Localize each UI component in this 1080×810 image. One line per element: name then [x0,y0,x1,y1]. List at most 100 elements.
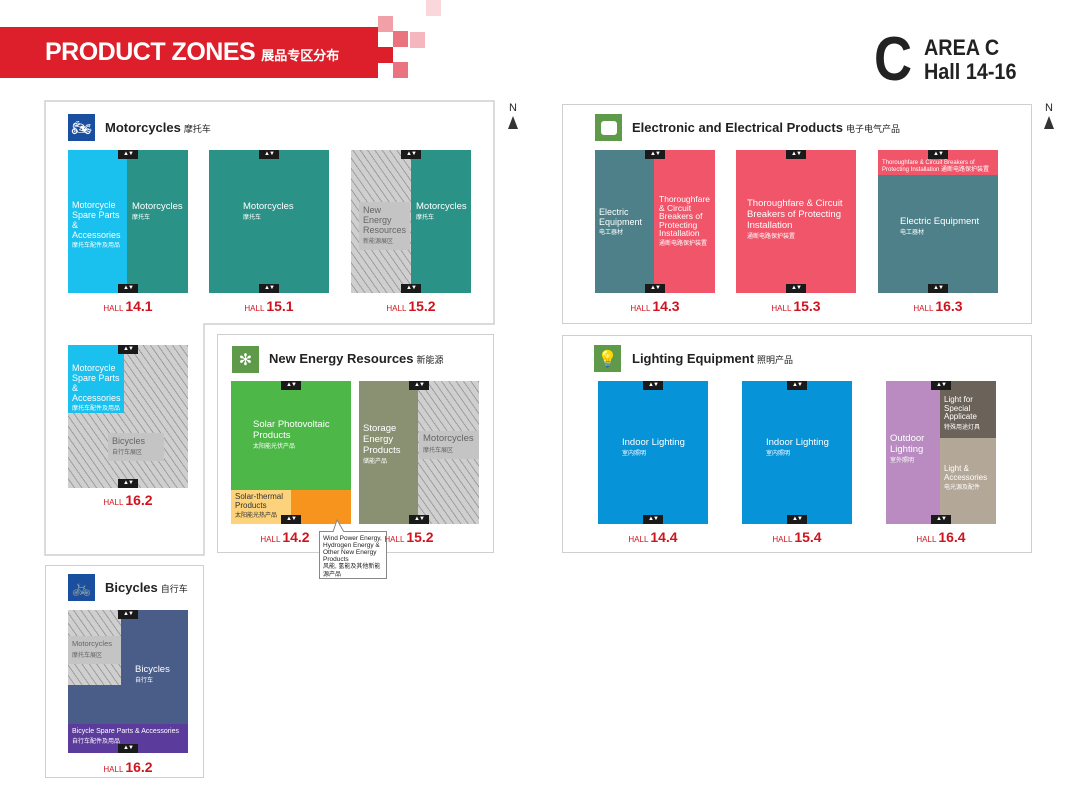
north-arrow-icon: N [506,102,520,129]
zone-bicycles: Bicycles 自行车展区 [108,433,164,461]
area-info: AREA C Hall 14-16 [924,36,1016,84]
decor-square [410,32,425,48]
hall-label: HALL 14.4 [628,529,678,545]
title-cn: 展品专区分布 [261,48,340,63]
zone-indoor-lighting: Indoor Lighting 室内照明 [766,437,829,458]
decor-square [426,0,441,16]
north-arrow-icon: N [1042,102,1056,129]
entrance-arrows-icon: ▲▼ [931,381,951,390]
zone-motorcycles: Motorcycles 摩托车展区 [419,431,479,459]
hall-label: HALL 16.3 [913,298,963,314]
zone-special-lights: Light for Special Applicate 特殊用途灯具 [940,381,996,438]
title-en: Bicycles [105,580,158,595]
hall-label: HALL 15.1 [244,298,294,314]
hall-label: HALL 16.4 [916,529,966,545]
entrance-arrows-icon: ▲▼ [118,345,138,354]
decor-square [378,47,393,63]
hall-14-3[interactable]: Electric Equipment 电工器材 Thoroughfare & Ci… [595,150,715,293]
title-cn: 电子电气产品 [845,124,900,134]
hall-16-3[interactable]: Thoroughfare & Circuit Breakers of Prote… [878,150,998,293]
section-title-electrical: Electronic and Electrical Products 电子电气产品 [632,120,900,135]
power-socket-icon [595,114,622,141]
hall-label: HALL 15.2 [384,529,434,545]
entrance-arrows-icon: ▲▼ [409,381,429,390]
entrance-arrows-icon: ▲▼ [643,381,663,390]
zone-storage-energy: Storage Energy Products 储能产品 [359,381,418,524]
decor-square [378,16,393,32]
page-title: PRODUCT ZONES 展品专区分布 [45,38,339,67]
hall-15-2-energy[interactable]: Storage Energy Products 储能产品 Motorcycles 摩… [359,381,479,524]
zone-motorcycles: Motorcycles 摩托车 [132,201,183,222]
zone-motorcycles: Motorcycles 摩托车 [243,201,294,222]
title-en: New Energy Resources [269,351,414,366]
entrance-arrows-icon: ▲▼ [118,610,138,619]
zone-electric-equipment: Electric Equipment 电工器材 [900,216,980,237]
entrance-arrows-icon: ▲▼ [928,150,948,159]
hall-label: HALL 16.2 [103,759,153,775]
title-cn: 新能源 [416,355,444,365]
header-banner [0,27,378,78]
hall-14-4[interactable]: Indoor Lighting 室内照明 [598,381,708,524]
wind-solar-icon: ✻ [232,346,259,373]
zone-bicycles: Bicycles 自行车 [135,664,170,685]
zone-motorcycles: Motorcycles 摩托车 [416,201,467,222]
section-title-energy: New Energy Resources 新能源 [269,351,444,366]
decor-square [393,62,408,78]
hall-label: HALL 15.2 [386,298,436,314]
title-cn: 自行车 [160,584,188,594]
entrance-arrows-icon: ▲▼ [118,744,138,753]
entrance-arrows-icon: ▲▼ [645,150,665,159]
zone-indoor-lighting: Indoor Lighting 室内照明 [622,437,685,458]
zone-motorcycles: Motorcycles 摩托车展区 [68,636,121,664]
entrance-arrows-icon: ▲▼ [643,515,663,524]
zone-motorcycle-parts: Motorcycle Spare Parts & Accessories 摩托车配… [68,345,124,413]
title-en: Motorcycles [105,120,181,135]
hall-label: HALL 14.3 [630,298,680,314]
entrance-arrows-icon: ▲▼ [787,381,807,390]
zone-electric-equipment: Electric Equipment 电工器材 [595,150,654,293]
hall-15-2-motorcycles[interactable]: New Energy Resources 新能源展区 Motorcycles 摩托车 [351,150,471,293]
zone-light-accessories: Light & Accessories 电光源及配件 [944,464,988,491]
entrance-arrows-icon: ▲▼ [786,284,806,293]
zone-circuit-breakers: Thoroughfare & Circuit Breakers of Prote… [747,198,843,240]
hall-label: HALL 16.2 [103,492,153,508]
motorcycle-icon: 🏍 [68,114,95,141]
north-label: N [509,102,517,114]
title-cn: 摩托车 [183,124,211,134]
entrance-arrows-icon: ▲▼ [118,479,138,488]
hall-15-4[interactable]: Indoor Lighting 室内照明 [742,381,852,524]
hall-label: HALL 15.4 [772,529,822,545]
bicycle-icon: 🚲 [68,574,95,601]
entrance-arrows-icon: ▲▼ [118,284,138,293]
entrance-arrows-icon: ▲▼ [259,284,279,293]
hall-label: HALL 14.2 [260,529,310,545]
light-bulb-icon: 💡 [594,345,621,372]
motorcycles-panel [44,100,495,556]
entrance-arrows-icon: ▲▼ [281,515,301,524]
hall-16-2-bicycles[interactable]: Motorcycles 摩托车展区 Bicycles 自行车 Bicycle Spa… [68,610,188,753]
zone-new-energy: New Energy Resources 新能源展区 [359,202,410,250]
hall-16-2-motorcycles[interactable]: Motorcycle Spare Parts & Accessories 摩托车配… [68,345,188,488]
title-en: PRODUCT ZONES [45,38,256,66]
zone-motorcycle-parts: Motorcycle Spare Parts & Accessories 摩托车配… [68,150,127,293]
entrance-arrows-icon: ▲▼ [645,284,665,293]
entrance-arrows-icon: ▲▼ [409,515,429,524]
title-en: Lighting Equipment [632,351,755,366]
entrance-arrows-icon: ▲▼ [281,381,301,390]
area-name: AREA C [924,35,1000,60]
hall-label: HALL 15.3 [771,298,821,314]
zone-wind-hydrogen [291,490,351,524]
north-label: N [1045,102,1053,114]
decor-square [393,31,408,47]
entrance-arrows-icon: ▲▼ [931,515,951,524]
entrance-arrows-icon: ▲▼ [401,150,421,159]
hall-14-1[interactable]: Motorcycle Spare Parts & Accessories 摩托车配… [68,150,188,293]
hall-15-3[interactable]: Thoroughfare & Circuit Breakers of Prote… [736,150,856,293]
entrance-arrows-icon: ▲▼ [787,515,807,524]
hall-15-1[interactable]: Motorcycles 摩托车 [209,150,329,293]
hall-16-4[interactable]: Outdoor Lighting 室外照明 Light for Special A… [886,381,996,524]
hall-14-2[interactable]: Solar Photovoltaic Products 太阳能光伏产品 Solar… [231,381,351,524]
zone-outdoor-lighting: Outdoor Lighting 室外照明 [886,381,940,524]
hall-range: Hall 14-16 [924,59,1017,84]
